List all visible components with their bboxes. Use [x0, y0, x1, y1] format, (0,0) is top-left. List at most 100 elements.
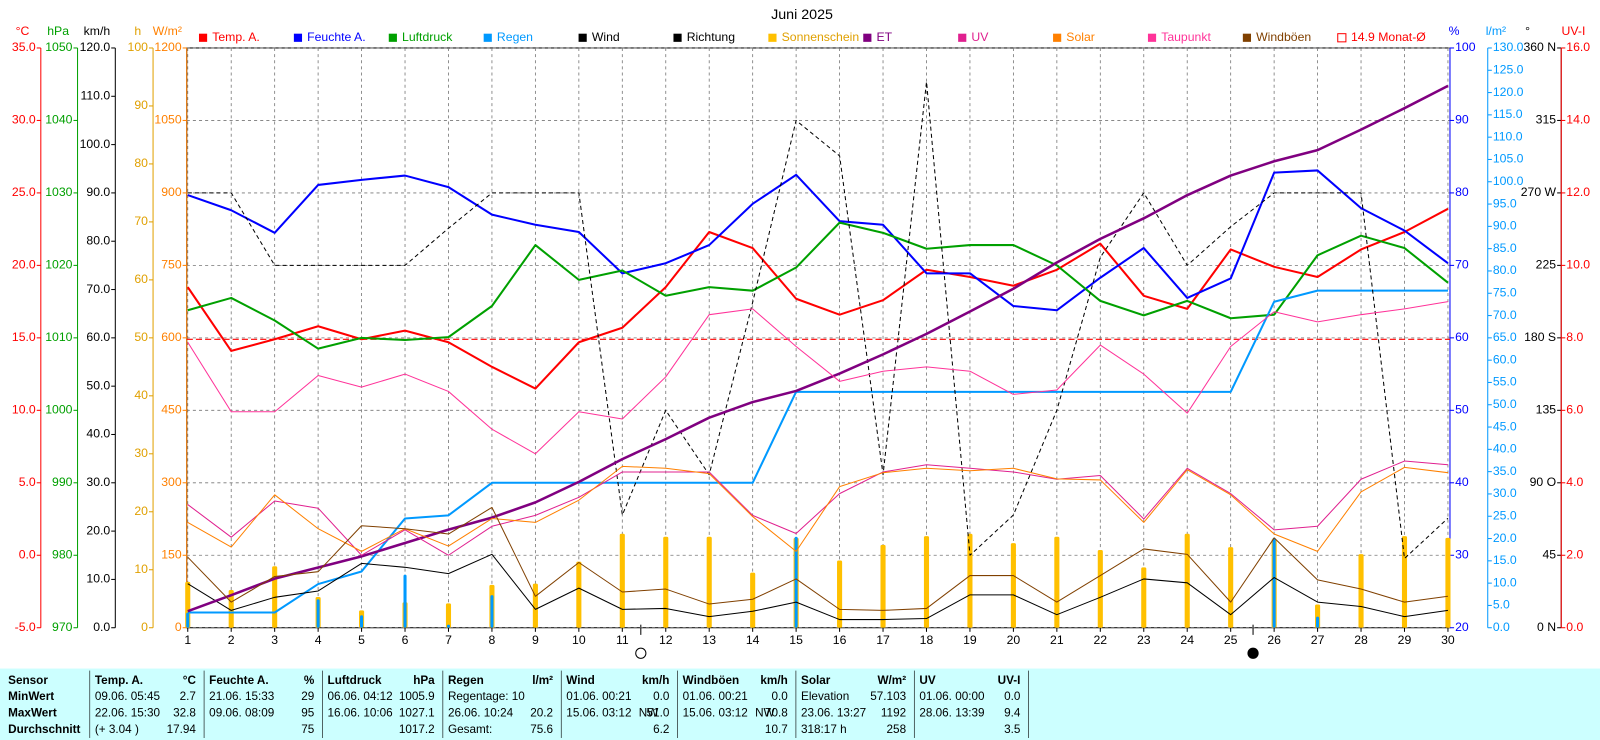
series-line [187, 465, 1449, 552]
axis-tick-label: 10.0 [1566, 258, 1590, 272]
bar [1184, 533, 1190, 628]
table-cell: 9.4 [1004, 707, 1021, 720]
axis-tick-label: 1040 [45, 113, 72, 127]
table-row-label: Durchschnitt [8, 723, 80, 736]
table-unit: W/m² [877, 674, 906, 687]
axis-tick-label: 1200 [154, 40, 181, 54]
axis-tick-label: 100.0 [1493, 174, 1524, 188]
legend-label: Windböen [1256, 30, 1311, 44]
x-tick-label: 26 [1267, 633, 1281, 647]
axis-tick-label: 980 [52, 547, 73, 561]
axis-tick-label: 100.0 [80, 137, 111, 151]
table-cell: 32.8 [173, 707, 196, 720]
bar [445, 603, 452, 628]
axis-tick-label: 65.0 [1493, 330, 1517, 344]
axis-tick-label: 135 [1536, 403, 1557, 417]
table-cell: 21.06. 15:33 [209, 690, 274, 703]
axis-tick-label: 110.0 [80, 89, 110, 103]
bar [446, 624, 451, 628]
axis-tick-label: 90 [134, 98, 148, 112]
bar [1010, 543, 1016, 628]
table-header: Solar [801, 674, 831, 687]
axis-unit: °C [16, 24, 30, 38]
table-cell: 09.06. 08:09 [209, 707, 274, 720]
x-tick-label: 21 [1050, 633, 1064, 647]
axis-tick-label: 990 [52, 475, 73, 489]
legend-swatch [578, 33, 587, 42]
table-cell: 1027.1 [399, 707, 435, 720]
table-cell: 1005.9 [399, 690, 435, 703]
axis-tick-label: 50 [134, 330, 148, 344]
axis-tick-label: 8.0 [1566, 330, 1583, 344]
bar [619, 533, 625, 628]
table-cell: 28.06. 13:39 [919, 707, 984, 720]
axis-tick-label: 6.0 [1566, 403, 1583, 417]
table-header: Wind [566, 674, 595, 687]
x-tick-label: 7 [445, 633, 452, 647]
bar [663, 536, 669, 628]
axis-tick-label: 110.0 [1493, 129, 1523, 143]
axis-tick-label: 180 S [1524, 330, 1556, 344]
axis-unit: km/h [84, 24, 111, 38]
axis-tick-label: 90.0 [86, 185, 110, 199]
axis-tick-label: 85.0 [1493, 241, 1517, 255]
axis-tick-label: 30.0 [86, 475, 110, 489]
x-tick-label: 10 [572, 633, 586, 647]
bar [750, 572, 756, 628]
x-tick-label: 22 [1094, 633, 1108, 647]
table-unit: km/h [760, 674, 787, 687]
axis-tick-label: 25.0 [12, 185, 36, 199]
table-unit: % [304, 674, 315, 687]
legend-label: Temp. A. [212, 30, 260, 44]
table-cell: Regentage: 10 [448, 690, 525, 703]
table-cell: 318:17 h [801, 723, 847, 736]
axis-tick-label: 225 [1536, 258, 1557, 272]
x-tick-label: 13 [702, 633, 716, 647]
legend-swatch [1242, 33, 1252, 42]
bar [923, 536, 930, 628]
axis-tick-label: 360 N [1523, 40, 1556, 54]
axis-tick-label: 300 [161, 475, 182, 489]
legend-label: Luftdruck [402, 30, 453, 44]
x-tick-label: 12 [659, 633, 673, 647]
axis-tick-label: 0 [141, 620, 148, 634]
axis-tick-label: 55.0 [1493, 375, 1517, 389]
axis-tick-label: 0 [175, 620, 182, 634]
axis-tick-label: 70 [134, 214, 148, 228]
axis-tick-label: 30 [134, 446, 148, 460]
series-line [187, 221, 1449, 350]
table-cell: 26.06. 10:24 [448, 707, 514, 720]
series-line [187, 84, 1449, 613]
table-cell: 0.0 [653, 690, 670, 703]
axis-tick-label: 1030 [45, 185, 72, 199]
table-cell: 16.06. 10:06 [328, 707, 393, 720]
x-tick-label: 14 [746, 633, 760, 647]
axis-tick-label: 60 [1455, 330, 1469, 344]
table-cell: 6.2 [653, 723, 669, 736]
axis-tick-label: 10 [134, 562, 148, 576]
axis-tick-label: 70.0 [86, 282, 110, 296]
axis-tick-label: 35.0 [1493, 464, 1517, 478]
x-tick-label: 15 [789, 633, 803, 647]
table-cell: 95 [301, 707, 315, 720]
x-tick-label: 1 [184, 633, 191, 647]
table-cell: 1192 [881, 707, 906, 720]
bar [1445, 537, 1451, 628]
axis-tick-label: 10.0 [1493, 575, 1517, 589]
bar [880, 544, 886, 628]
axis-unit: l/m² [1486, 24, 1506, 38]
x-tick-label: 29 [1398, 633, 1412, 647]
axis-tick-label: 600 [161, 330, 182, 344]
axis-tick-label: 35.0 [12, 40, 36, 54]
table-header: Regen [448, 674, 484, 687]
bar [967, 533, 973, 628]
axis-tick-label: 315 [1536, 113, 1557, 127]
axis-unit: % [1449, 24, 1460, 38]
legend-label: Taupunkt [1161, 30, 1211, 44]
axis-tick-label: 12.0 [1566, 185, 1590, 199]
x-tick-label: 6 [402, 633, 409, 647]
axis-tick-label: 15.0 [12, 330, 36, 344]
series-line [187, 81, 1449, 560]
x-tick-label: 18 [920, 633, 934, 647]
